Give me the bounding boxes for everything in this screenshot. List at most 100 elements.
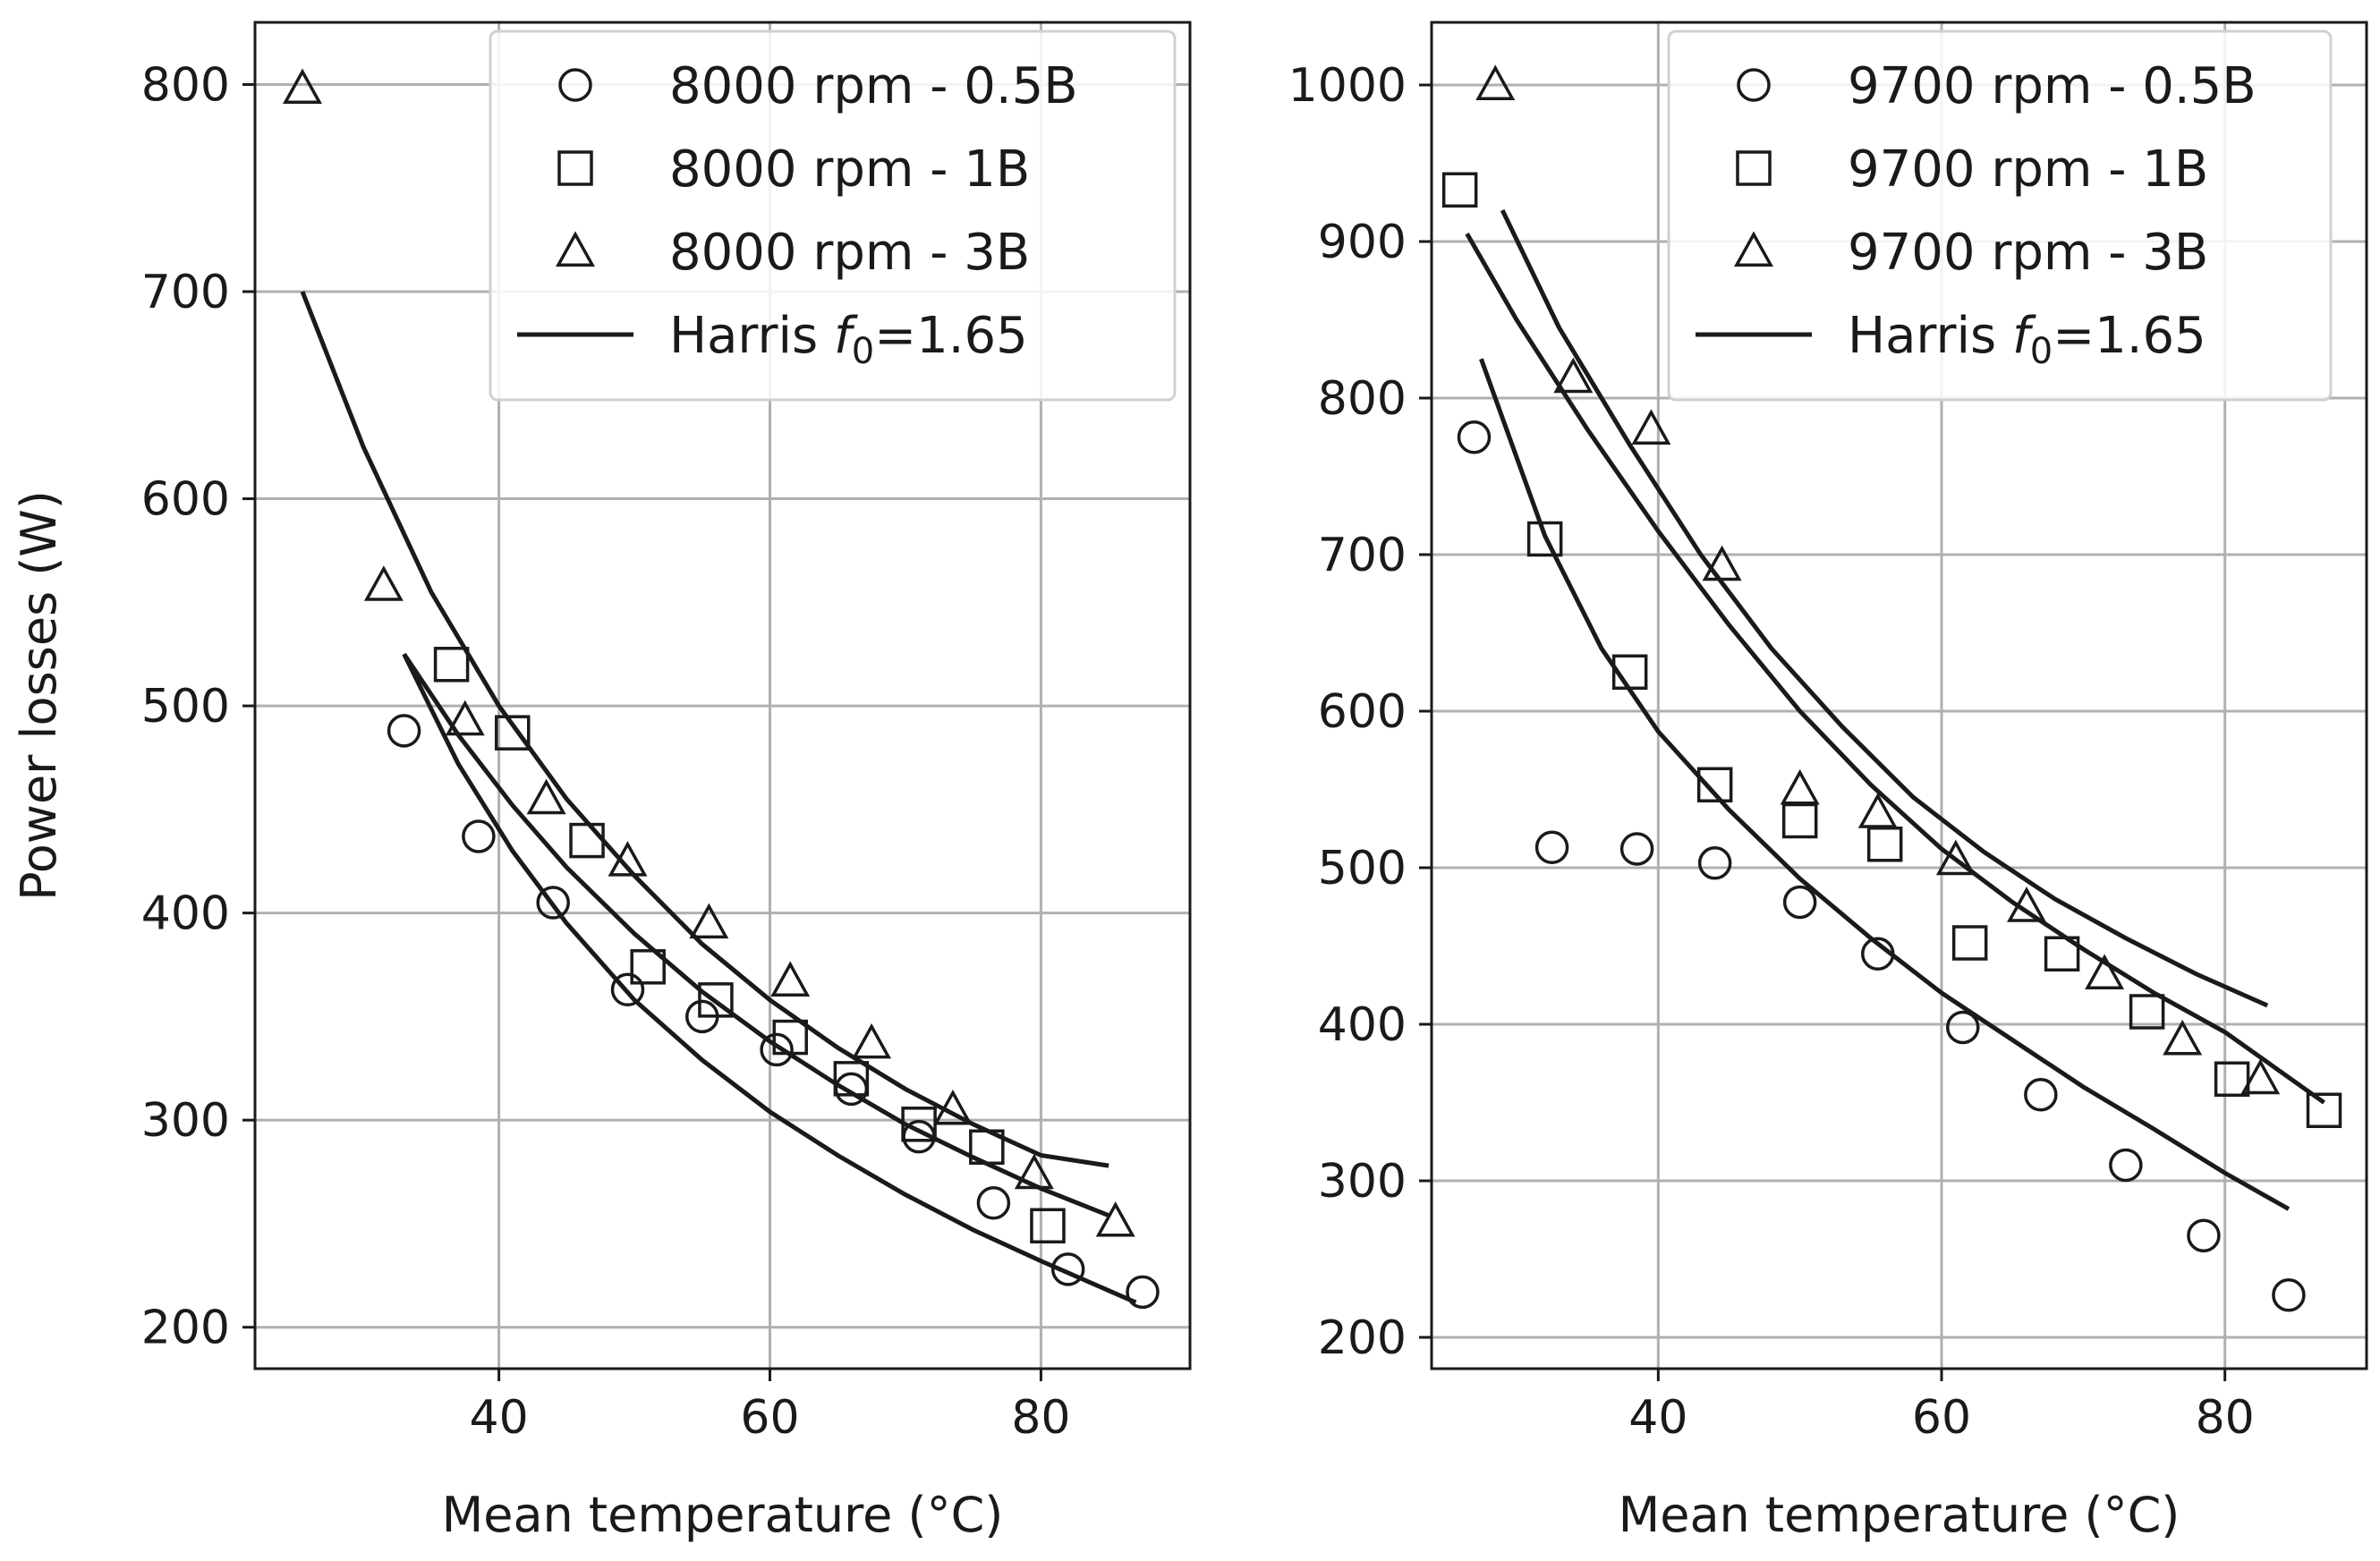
circle-data-point [1861, 937, 1895, 971]
legend-fit-text: Harris [1848, 307, 2012, 365]
triangle-legend-icon [556, 231, 595, 267]
y-tick-label: 200 [1318, 1311, 1407, 1365]
triangle-data-point [689, 903, 729, 939]
circle-legend-icon [1737, 68, 1771, 102]
square-data-point [698, 982, 734, 1018]
triangle-data-point [1553, 357, 1594, 394]
circle-data-point [1050, 1252, 1085, 1286]
triangle-data-point [1935, 839, 1976, 876]
triangle-data-point [2240, 1058, 2281, 1095]
circle-data-point [1126, 1275, 1160, 1310]
square-data-point [2214, 1061, 2250, 1097]
y-tick-label: 300 [141, 1094, 230, 1148]
x-tick-label: 80 [2196, 1391, 2255, 1445]
circle-data-point [1697, 846, 1732, 880]
x-tick-label: 40 [1628, 1391, 1687, 1445]
harris-fit-line-05B [1479, 358, 2291, 1211]
square-data-point [1441, 172, 1478, 208]
harris-fit-line-05B [402, 653, 1137, 1305]
legend-fit-subscript: 0 [852, 331, 874, 372]
legend-fit-text: Harris [669, 307, 834, 365]
y-tick-label: 200 [141, 1302, 230, 1355]
y-tick-label: 400 [1318, 998, 1407, 1052]
square-legend-icon [557, 150, 593, 186]
y-tick-label: 600 [1318, 685, 1407, 739]
square-data-point [833, 1061, 870, 1097]
triangle-data-point [770, 961, 811, 997]
circle-data-point [1619, 832, 1654, 866]
circle-data-point [462, 819, 496, 853]
circle-data-point [2024, 1078, 2058, 1112]
circle-data-point [536, 886, 570, 920]
legend-entry-label: 9700 rpm - 0.5B [1848, 57, 2257, 115]
square-data-point [1030, 1208, 1066, 1243]
y-tick-label: 400 [141, 887, 230, 941]
legend-fit-value: =1.65 [2053, 307, 2206, 365]
circle-legend-icon [558, 68, 592, 102]
square-legend-icon [1736, 150, 1772, 186]
y-tick-label: 500 [141, 680, 230, 734]
x-tick-label: 40 [470, 1391, 529, 1445]
square-data-point [772, 1019, 808, 1056]
y-tick-label: 700 [1318, 529, 1407, 582]
triangle-data-point [852, 1022, 892, 1059]
legend-entry-label: Harris f0=1.65 [1848, 307, 2206, 372]
triangle-data-point [1475, 64, 1516, 100]
x-tick-label: 60 [1912, 1391, 1971, 1445]
square-data-point [1951, 925, 1988, 961]
square-data-point [2306, 1092, 2342, 1128]
triangle-data-point [1702, 545, 1742, 581]
legend-entry-label: 8000 rpm - 0.5B [669, 57, 1078, 115]
square-data-point [495, 715, 531, 751]
harris-fit-line-1B [1465, 233, 2325, 1105]
x-tick-label: 60 [740, 1391, 799, 1445]
square-data-point [969, 1129, 1005, 1166]
triangle-data-point [1780, 768, 1820, 805]
y-tick-label: 500 [1318, 842, 1407, 895]
legend-entry-label: 9700 rpm - 3B [1848, 224, 2208, 282]
y-tick-label: 600 [141, 473, 230, 527]
legend-entry-label: Harris f0=1.65 [669, 307, 1028, 372]
circle-data-point [2109, 1148, 2143, 1183]
square-data-point [1526, 521, 1563, 557]
y-axis-label: Power losses (W) [11, 490, 67, 901]
legend-fit-subscript: 0 [2030, 331, 2053, 372]
circle-data-point [387, 714, 421, 748]
triangle-data-point [1631, 409, 1671, 445]
circle-data-point [760, 1032, 794, 1067]
triangle-data-point [932, 1089, 973, 1125]
triangle-legend-icon [1734, 231, 1773, 267]
legend-entry-label: 8000 rpm - 3B [669, 224, 1030, 282]
triangle-data-point [1857, 793, 1898, 828]
square-data-point [1866, 827, 1903, 862]
circle-data-point [610, 972, 645, 1007]
harris-fit-line-3B [1500, 208, 2269, 1008]
triangle-data-point [1014, 1153, 1054, 1190]
triangle-data-point [2163, 1019, 2203, 1056]
circle-data-point [2187, 1218, 2221, 1252]
harris-fit-line-3B [300, 291, 1109, 1168]
square-data-point [1696, 767, 1733, 802]
x-axis-label: Mean temperature (°C) [442, 1487, 1004, 1543]
plot-frame [253, 21, 1192, 1370]
square-data-point [433, 647, 470, 683]
circle-data-point [1946, 1010, 1980, 1045]
legend-fit-value: =1.65 [874, 307, 1028, 365]
circle-data-point [1457, 420, 1492, 454]
square-data-point [569, 822, 605, 859]
triangle-data-point [445, 700, 485, 736]
square-data-point [630, 949, 666, 985]
legend-entry-label: 9700 rpm - 1B [1848, 140, 2208, 199]
left-chart-panel: 40 60 80 200 300 400 500 600 700 800 Mean temperat… [11, 21, 1192, 1543]
triangle-data-point [2007, 887, 2046, 922]
square-data-point [2044, 936, 2080, 971]
legend-entry-label: 8000 rpm - 1B [669, 140, 1030, 199]
circle-data-point [2272, 1278, 2306, 1312]
square-data-point [1611, 654, 1648, 690]
circle-data-point [1782, 885, 1817, 920]
triangle-data-point [363, 565, 404, 601]
legend-box [1667, 30, 2333, 402]
triangle-data-point [608, 841, 648, 877]
square-data-point [2129, 994, 2165, 1030]
